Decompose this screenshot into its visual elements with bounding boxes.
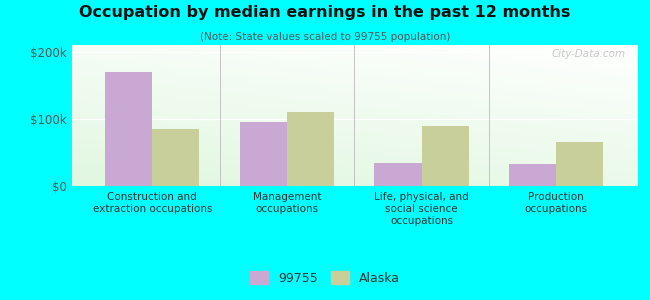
Bar	[287, 112, 334, 186]
Bar	[374, 163, 422, 186]
Legend: 99755, Alaska: 99755, Alaska	[243, 265, 407, 291]
Text: City-Data.com: City-Data.com	[552, 49, 626, 59]
Bar	[509, 164, 556, 186]
Bar	[556, 142, 603, 186]
Bar	[240, 122, 287, 186]
Bar	[105, 72, 152, 186]
Text: Occupation by median earnings in the past 12 months: Occupation by median earnings in the pas…	[79, 4, 571, 20]
Text: (Note: State values scaled to 99755 population): (Note: State values scaled to 99755 popu…	[200, 32, 450, 41]
Bar	[422, 126, 469, 186]
Bar	[152, 129, 200, 186]
